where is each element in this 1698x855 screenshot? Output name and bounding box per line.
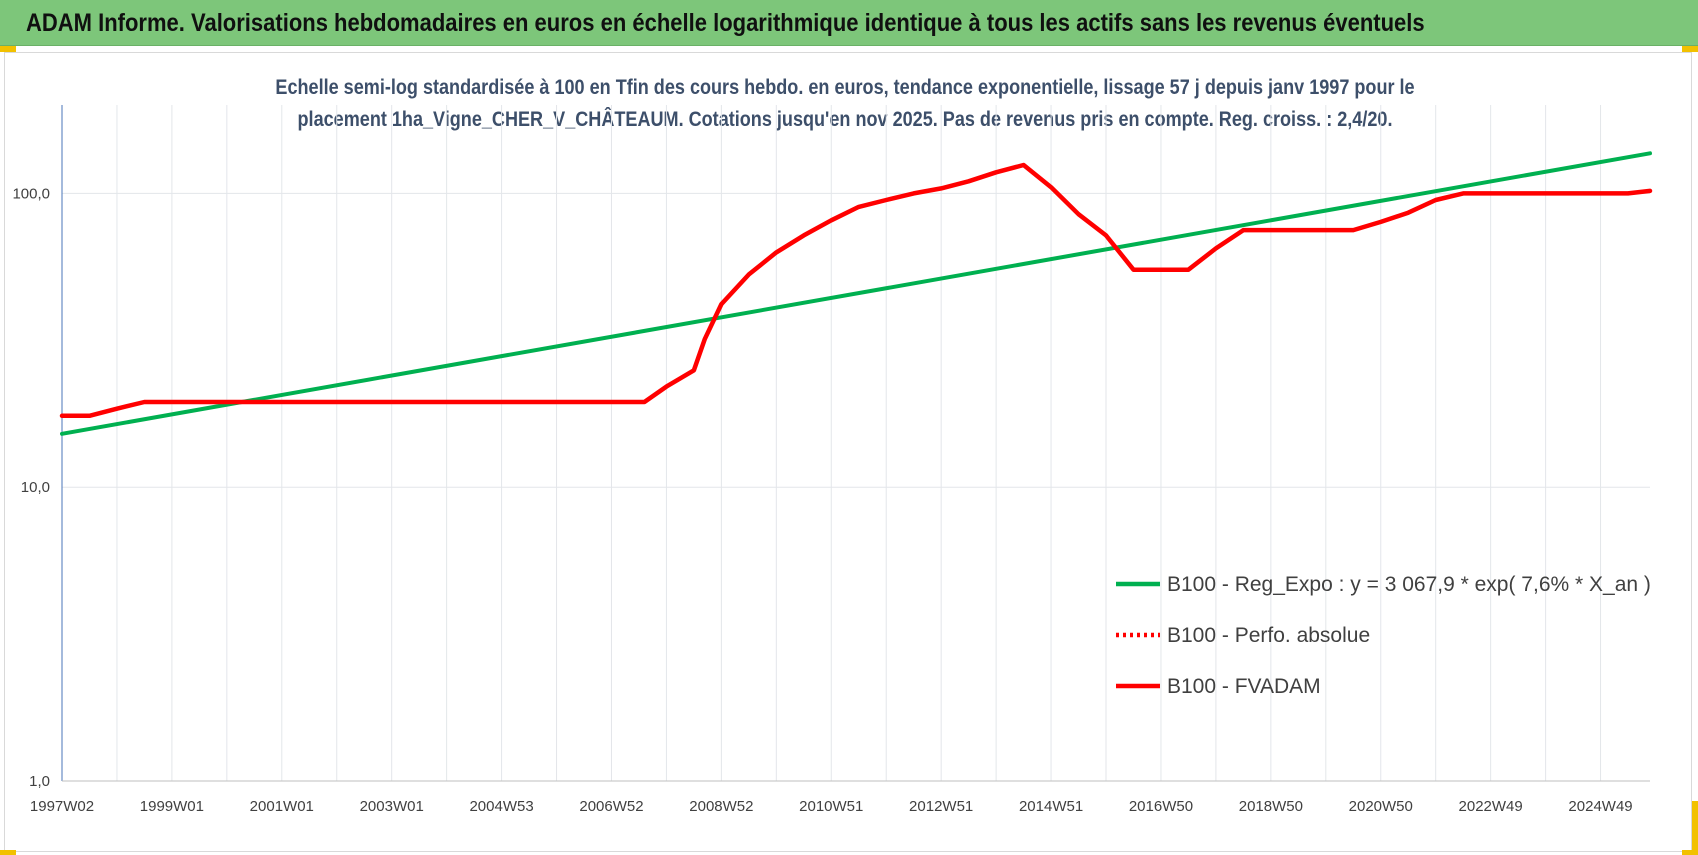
chart-title-line-1: Echelle semi-log standardisée à 100 en T… (275, 76, 1415, 99)
legend-label: B100 - FVADAM (1167, 675, 1321, 698)
legend-label: B100 - Reg_Expo : y = 3 067,9 * exp( 7,6… (1167, 573, 1651, 596)
corner-marker-bottom-right (1692, 801, 1698, 853)
x-tick-label: 2020W50 (1349, 798, 1413, 815)
page-title: ADAM Informe. Valorisations hebdomadaire… (26, 9, 1425, 37)
chart-title-line-2: placement 1ha_Vigne_CHER_V_CHÂTEAUM. Cot… (297, 108, 1393, 131)
y-tick-label: 1,0 (29, 773, 50, 790)
x-tick-label: 2006W52 (579, 798, 643, 815)
x-tick-label: 1997W02 (30, 798, 94, 815)
x-tick-label: 2001W01 (250, 798, 314, 815)
x-tick-label: 2016W50 (1129, 798, 1193, 815)
x-tick-label: 2024W49 (1568, 798, 1632, 815)
corner-marker-bottom-left (0, 850, 16, 855)
y-tick-label: 10,0 (21, 479, 50, 496)
x-tick-label: 2010W51 (799, 798, 863, 815)
x-tick-label: 1999W01 (140, 798, 204, 815)
chart-frame (4, 52, 1692, 852)
x-tick-label: 2012W51 (909, 798, 973, 815)
corner-marker-top-left (0, 46, 16, 52)
x-tick-label: 2022W49 (1459, 798, 1523, 815)
x-tick-label: 2003W01 (360, 798, 424, 815)
legend-label: B100 - Perfo. absolue (1167, 624, 1370, 647)
corner-marker-top-right (1682, 46, 1698, 52)
x-tick-label: 2014W51 (1019, 798, 1083, 815)
x-tick-label: 2008W52 (689, 798, 753, 815)
corner-marker-bottom-right-foot (1682, 850, 1698, 855)
series-line-fvadam (59, 162, 1653, 419)
series-line-regression (60, 151, 1652, 436)
y-tick-label: 100,0 (12, 185, 50, 202)
header-banner: ADAM Informe. Valorisations hebdomadaire… (0, 0, 1698, 46)
x-tick-label: 2018W50 (1239, 798, 1303, 815)
x-tick-label: 2004W53 (469, 798, 533, 815)
